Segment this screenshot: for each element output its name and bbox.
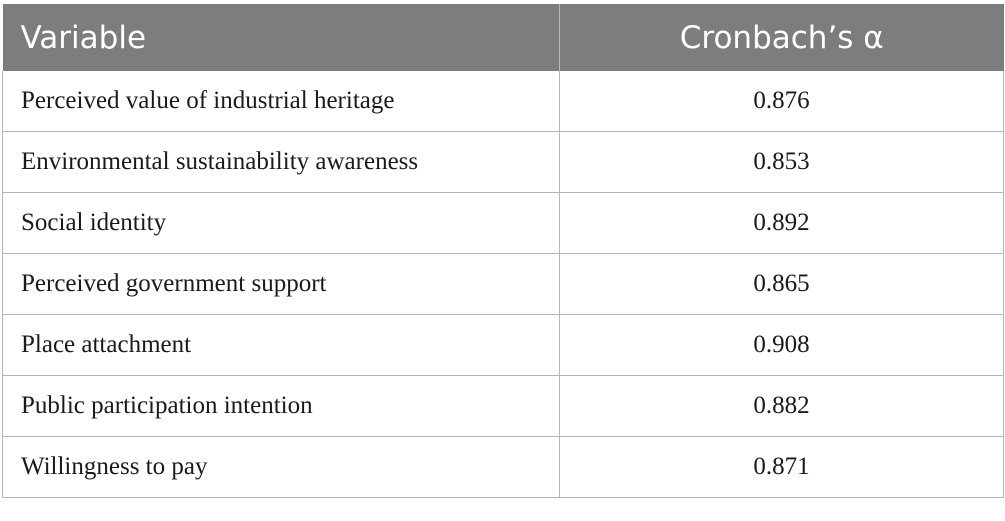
variable-cell: Perceived government support xyxy=(2,253,560,315)
reliability-table-container: Variable Cronbach’s α Perceived value of… xyxy=(2,4,1004,498)
alpha-cell: 0.876 xyxy=(559,71,1004,132)
variable-cell: Perceived value of industrial heritage xyxy=(2,71,560,132)
table-row: Public participation intention 0.882 xyxy=(2,375,1004,437)
alpha-cell: 0.892 xyxy=(559,192,1004,254)
table-row: Perceived value of industrial heritage 0… xyxy=(2,71,1004,132)
alpha-cell: 0.882 xyxy=(559,375,1004,437)
table-row: Willingness to pay 0.871 xyxy=(2,436,1004,498)
reliability-table: Variable Cronbach’s α Perceived value of… xyxy=(2,4,1004,498)
alpha-cell: 0.871 xyxy=(559,436,1004,498)
header-cronbach-alpha: Cronbach’s α xyxy=(559,4,1004,71)
variable-cell: Public participation intention xyxy=(2,375,560,437)
alpha-cell: 0.853 xyxy=(559,131,1004,193)
variable-cell: Environmental sustainability awareness xyxy=(2,131,560,193)
table-row: Perceived government support 0.865 xyxy=(2,253,1004,315)
table-row: Social identity 0.892 xyxy=(2,192,1004,254)
header-variable: Variable xyxy=(2,4,560,71)
alpha-cell: 0.865 xyxy=(559,253,1004,315)
variable-cell: Place attachment xyxy=(2,314,560,376)
table-header: Variable Cronbach’s α xyxy=(2,4,1004,71)
alpha-cell: 0.908 xyxy=(559,314,1004,376)
table-body: Perceived value of industrial heritage 0… xyxy=(2,71,1004,498)
table-row: Place attachment 0.908 xyxy=(2,314,1004,376)
variable-cell: Willingness to pay xyxy=(2,436,560,498)
header-row: Variable Cronbach’s α xyxy=(2,4,1004,71)
variable-cell: Social identity xyxy=(2,192,560,254)
table-row: Environmental sustainability awareness 0… xyxy=(2,131,1004,193)
